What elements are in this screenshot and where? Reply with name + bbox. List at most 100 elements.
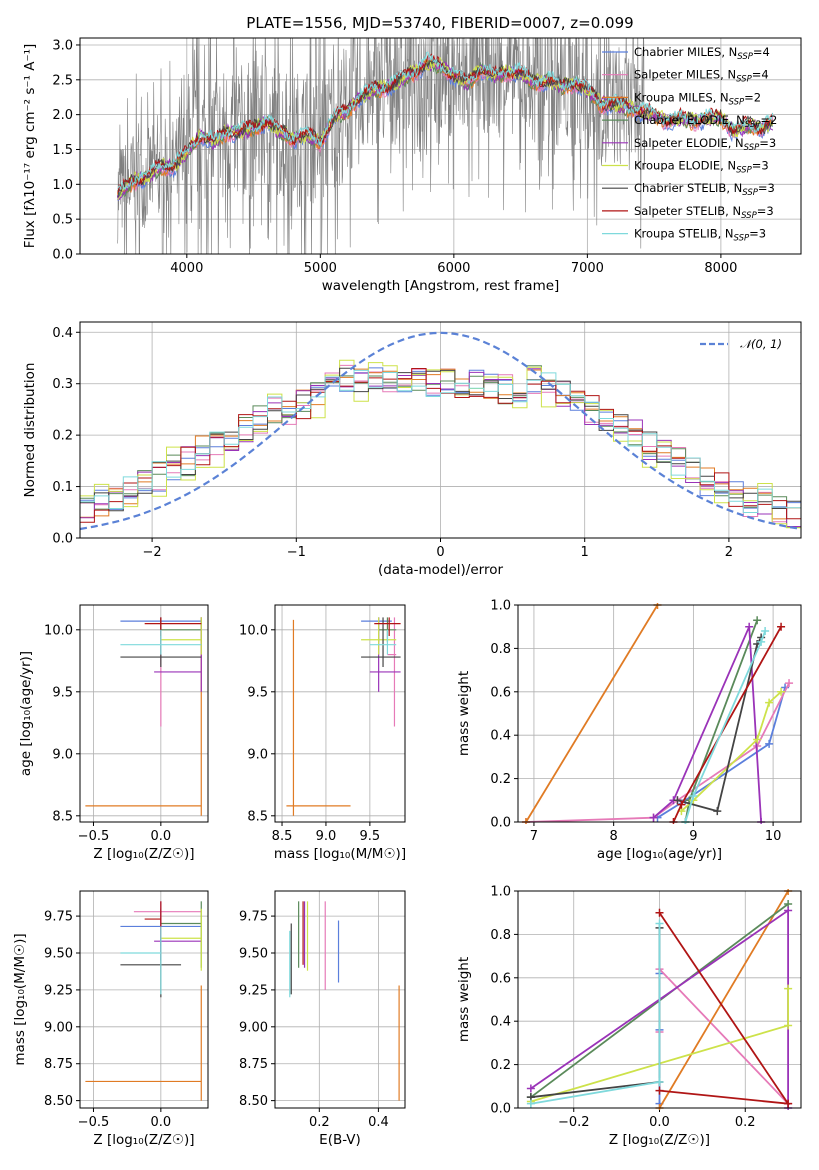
legend-entry: Salpeter STELIB, NSSP=3	[634, 204, 774, 221]
series-salpeter-elodie	[649, 622, 766, 824]
errorbar-kroupa-miles	[85, 617, 202, 816]
x-tick-label: 2	[725, 545, 733, 560]
legend-entry: Salpeter MILES, NSSP=4	[634, 68, 769, 85]
x-tick-label: 7000	[571, 261, 604, 276]
y-tick-label: 0.3	[52, 377, 73, 392]
legend-entry: Chabrier STELIB, NSSP=3	[634, 181, 775, 198]
x-axis-label: mass [log₁₀(M/M☉)]	[274, 846, 406, 862]
marker	[649, 813, 658, 822]
marker	[713, 807, 722, 816]
series-salpeter-miles	[655, 965, 793, 1108]
y-tick-label: 9.5	[52, 685, 73, 700]
hist-kroupa-stelib	[80, 369, 801, 513]
age_vs_Z-axes: −0.5 0.0 8.5 9.0 9.5 10.0	[44, 605, 208, 844]
series-salpeter-stelib	[655, 908, 793, 1108]
x-axis-label: Z [log₁₀(Z/Z☉)]	[93, 846, 194, 862]
y-tick-label: 9.50	[44, 947, 73, 962]
mass_vs_Z-frame	[79, 890, 209, 1109]
legend-entry: Chabrier MILES, NSSP=4	[634, 45, 770, 62]
y-tick-label: 0.0	[52, 248, 73, 263]
x-tick-label: −2	[143, 545, 162, 560]
weight_vs_Z-frame	[517, 890, 802, 1109]
y-axis-label: mass weight	[456, 671, 472, 756]
x-tick-label: 8000	[704, 261, 737, 276]
y-axis-label: mass weight	[456, 957, 472, 1042]
y-tick-label: 0.6	[490, 685, 511, 700]
legend-entry: Kroupa STELIB, NSSP=3	[634, 227, 766, 244]
age_vs_mass-axes: 8.5 9.0 9.5 8.5 9.0 9.5 10.0	[239, 605, 405, 844]
marker	[677, 800, 686, 809]
marker	[655, 1086, 664, 1095]
legend-entry: 𝒩(0, 1)	[740, 337, 782, 351]
y-tick-label: 9.25	[239, 983, 268, 998]
marker	[526, 1099, 535, 1108]
errorbar-salpeter-stelib	[144, 901, 162, 939]
legend-entry: Kroupa MILES, NSSP=2	[634, 90, 761, 107]
normal-curve	[79, 331, 802, 531]
x-tick-label: 6000	[437, 261, 470, 276]
x-axis-label: Z [log₁₀(Z/Z☉)]	[93, 1132, 194, 1148]
y-tick-label: 10.0	[239, 623, 268, 638]
y-tick-label: 8.75	[239, 1057, 268, 1072]
x-tick-label: 9.5	[360, 829, 381, 844]
errorbar-chabrier-stelib	[361, 617, 401, 667]
x-axis-label: (data-model)/error	[378, 562, 504, 578]
model-spectrum-kroupa-stelib	[117, 51, 774, 191]
x-tick-label: 0.0	[150, 829, 171, 844]
model-spectrum-kroupa-elodie	[117, 56, 774, 201]
x-axis-label: age [log₁₀(age/yr)]	[597, 846, 722, 862]
y-axis-label: age [log₁₀(age/yr)]	[18, 651, 34, 776]
x-tick-label: 0.2	[735, 1115, 756, 1130]
residual-axes: −2 −1 0 1 2 0.0 0.1 0.2 0.3 0.4	[52, 322, 801, 560]
x-tick-label: −0.5	[78, 1115, 110, 1130]
errorbar-kroupa-elodie	[361, 617, 397, 655]
hist-salpeter-elodie	[80, 368, 801, 527]
errorbar-kroupa-stelib	[120, 926, 162, 995]
marker	[655, 1077, 664, 1086]
mass_vs_ebv-axes: 0.2 0.4 8.50 8.75 9.00 9.25 9.50 9.75	[239, 891, 405, 1130]
marker	[765, 739, 774, 748]
mass_vs_ebv-frame	[274, 890, 406, 1109]
series-kroupa-stelib	[526, 919, 664, 1108]
x-tick-label: 7	[530, 829, 538, 844]
legend-entry: Chabrier ELODIE, NSSP=2	[634, 113, 777, 130]
marker	[777, 622, 786, 631]
series-kroupa-elodie	[526, 984, 793, 1106]
marker	[757, 637, 766, 646]
y-tick-label: 0.4	[490, 1015, 511, 1030]
x-tick-label: 1	[581, 545, 589, 560]
y-axis-label: Normed distribution	[22, 363, 38, 498]
errorbar-salpeter-stelib	[144, 617, 202, 636]
x-tick-label: 8.5	[272, 829, 293, 844]
y-tick-label: 0.0	[490, 1102, 511, 1117]
y-tick-label: 9.00	[44, 1020, 73, 1035]
marker	[784, 906, 793, 915]
model-spectrum-salpeter-elodie	[116, 60, 774, 201]
y-tick-label: 9.75	[44, 910, 73, 925]
series-salpeter-miles	[521, 679, 794, 824]
x-tick-label: 8	[610, 829, 618, 844]
x-tick-label: 9.0	[316, 829, 337, 844]
legend-entry: Salpeter ELODIE, NSSP=3	[634, 136, 776, 153]
y-tick-label: 9.25	[44, 983, 73, 998]
errorbar-kroupa-elodie	[160, 908, 202, 971]
spectrum-frame	[79, 37, 802, 255]
y-tick-label: 0.8	[490, 928, 511, 943]
errorbar-salpeter-stelib	[374, 617, 401, 636]
x-tick-label: 10	[765, 829, 782, 844]
y-tick-label: 0.2	[490, 772, 511, 787]
y-tick-label: 9.00	[239, 1020, 268, 1035]
y-tick-label: 0.0	[52, 532, 73, 547]
weight_vs_age-frame	[517, 604, 802, 823]
errorbar-kroupa-stelib	[120, 629, 202, 655]
marker	[765, 698, 774, 707]
model-spectrum-kroupa-miles	[116, 58, 774, 196]
marker	[655, 908, 664, 917]
y-tick-label: 0.1	[52, 480, 73, 495]
age_vs_Z-frame	[79, 604, 209, 823]
y-tick-label: 9.75	[239, 910, 268, 925]
y-tick-label: 0.0	[490, 816, 511, 831]
marker	[784, 1021, 793, 1030]
marker	[745, 622, 754, 631]
y-tick-label: 9.0	[247, 747, 268, 762]
